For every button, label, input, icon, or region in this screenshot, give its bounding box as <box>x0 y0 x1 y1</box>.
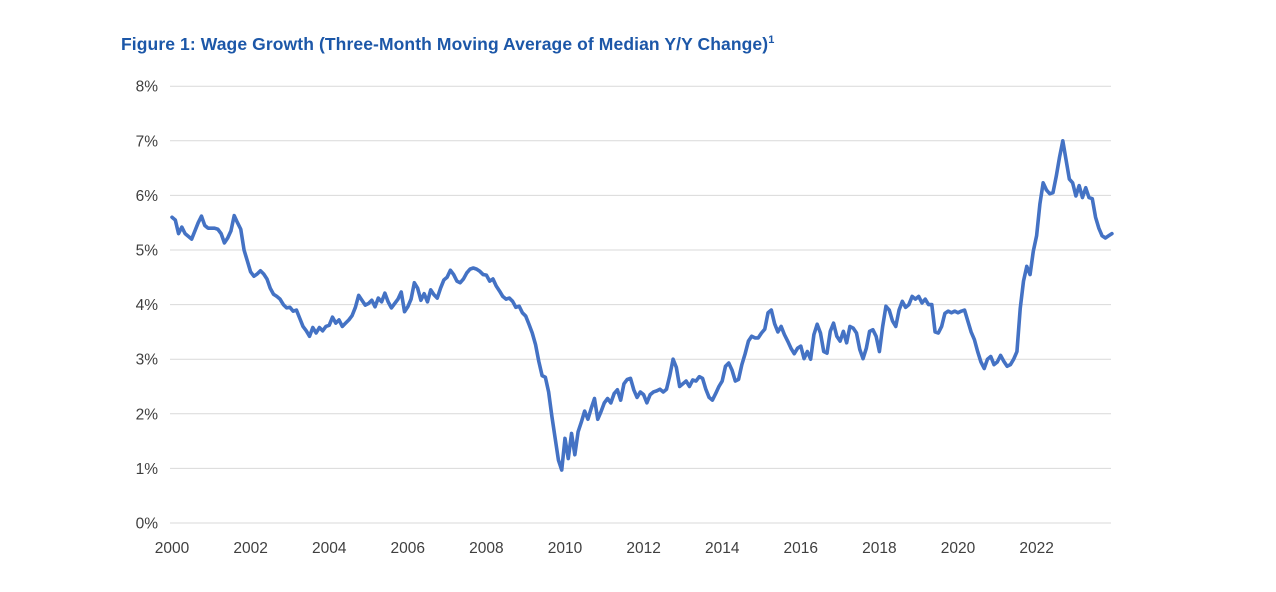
y-axis-tick-label: 7% <box>136 133 159 150</box>
y-axis-tick-label: 1% <box>136 461 159 478</box>
x-axis-tick-label: 2004 <box>312 540 347 557</box>
wage-growth-series-line <box>170 139 1114 472</box>
x-axis-tick-label: 2006 <box>391 540 425 557</box>
y-axis-tick-label: 0% <box>136 516 159 533</box>
x-axis-tick-label: 2016 <box>784 540 818 557</box>
y-axis-tick-label: 6% <box>136 188 159 205</box>
chart-title-text: Figure 1: Wage Growth (Three-Month Movin… <box>121 34 769 54</box>
x-axis-tick-label: 2010 <box>548 540 583 557</box>
y-axis-tick-label: 4% <box>136 297 159 314</box>
x-axis-tick-label: 2000 <box>155 540 190 557</box>
x-axis-tick-label: 2014 <box>705 540 740 557</box>
chart-title-footnote-marker: 1 <box>768 34 775 47</box>
x-axis-tick-label: 2022 <box>1019 540 1053 557</box>
x-axis-tick-label: 2008 <box>469 540 503 557</box>
y-axis-tick-label: 5% <box>136 243 159 260</box>
x-axis-tick-label: 2012 <box>626 540 660 557</box>
y-axis-tick-label: 3% <box>136 352 159 369</box>
x-axis-tick-label: 2018 <box>862 540 896 557</box>
x-axis-tick-label: 2020 <box>941 540 976 557</box>
y-axis-tick-label: 2% <box>136 406 159 423</box>
chart-title: Figure 1: Wage Growth (Three-Month Movin… <box>121 34 774 55</box>
x-axis-tick-label: 2002 <box>233 540 267 557</box>
y-axis-tick-label: 8% <box>136 79 159 96</box>
